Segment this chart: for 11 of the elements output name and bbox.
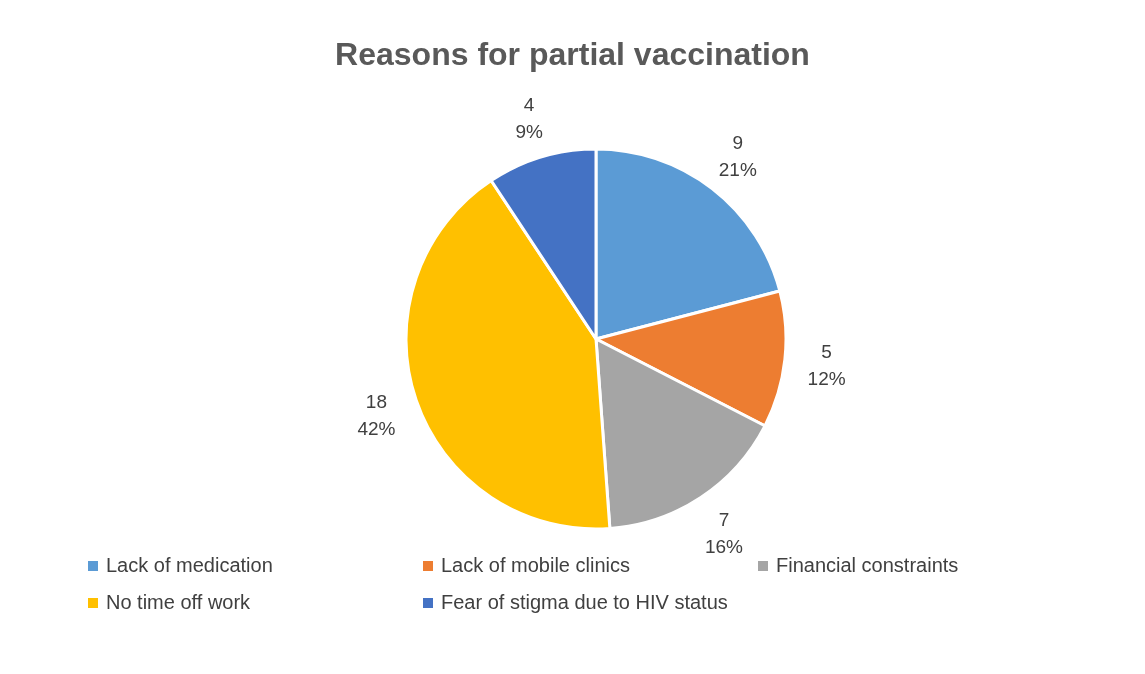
legend-label: Financial constraints <box>776 554 959 577</box>
legend-label: Lack of mobile clinics <box>441 554 630 577</box>
data-label: 18 42% <box>357 390 396 439</box>
legend-label: Lack of medication <box>106 554 273 577</box>
data-label: 7 16% <box>704 508 744 557</box>
data-label: 4 9% <box>515 93 543 142</box>
legend-label: Fear of stigma due to HIV status <box>441 591 728 614</box>
data-label: 5 12% <box>807 340 846 389</box>
chart-title: Reasons for partial vaccination <box>334 35 811 74</box>
legend-label: No time off work <box>106 591 251 614</box>
data-label: 9 21% <box>718 131 757 180</box>
